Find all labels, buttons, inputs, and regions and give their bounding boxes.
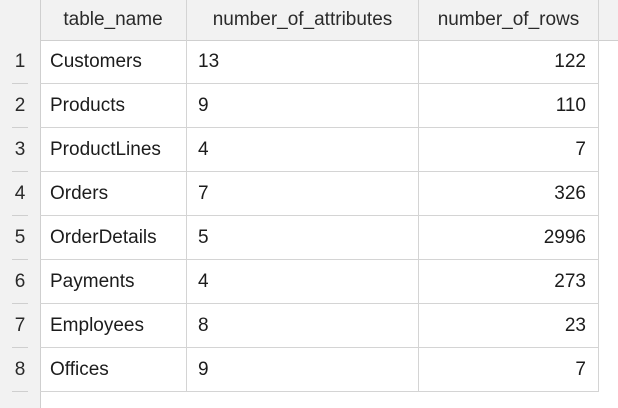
cell-table-name[interactable]: Employees — [40, 304, 187, 348]
table-row[interactable]: Payments 4 273 — [40, 260, 599, 304]
gutter-divider — [12, 215, 28, 216]
row-number[interactable]: 8 — [14, 359, 26, 380]
cell-number-of-attributes[interactable]: 9 — [187, 348, 419, 392]
column-header-table-name[interactable]: table_name — [40, 0, 187, 40]
table-row[interactable]: Products 9 110 — [40, 84, 599, 128]
gutter-divider — [12, 127, 28, 128]
cell-number-of-attributes[interactable]: 4 — [187, 260, 419, 304]
row-number[interactable]: 3 — [14, 139, 26, 160]
cell-table-name[interactable]: Products — [40, 84, 187, 128]
cell-number-of-rows[interactable]: 23 — [419, 304, 599, 348]
cell-number-of-rows[interactable]: 122 — [419, 40, 599, 84]
gutter-divider — [12, 303, 28, 304]
cell-number-of-rows[interactable]: 7 — [419, 348, 599, 392]
cell-number-of-rows[interactable]: 273 — [419, 260, 599, 304]
cell-table-name[interactable]: Payments — [40, 260, 187, 304]
table-row[interactable]: Employees 8 23 — [40, 304, 599, 348]
cell-number-of-attributes[interactable]: 9 — [187, 84, 419, 128]
cell-number-of-rows[interactable]: 326 — [419, 172, 599, 216]
column-header-number-of-rows[interactable]: number_of_rows — [419, 0, 599, 40]
row-number[interactable]: 6 — [14, 271, 26, 292]
column-header-number-of-attributes[interactable]: number_of_attributes — [187, 0, 419, 40]
cell-table-name[interactable]: ProductLines — [40, 128, 187, 172]
cell-number-of-attributes[interactable]: 8 — [187, 304, 419, 348]
cell-number-of-attributes[interactable]: 13 — [187, 40, 419, 84]
row-number[interactable]: 4 — [14, 183, 26, 204]
row-number[interactable]: 7 — [14, 315, 26, 336]
gutter-divider — [12, 259, 28, 260]
cell-number-of-attributes[interactable]: 4 — [187, 128, 419, 172]
header-row — [0, 0, 618, 41]
cell-table-name[interactable]: Offices — [40, 348, 187, 392]
cell-table-name[interactable]: Orders — [40, 172, 187, 216]
table-row[interactable]: Offices 9 7 — [40, 348, 599, 392]
cell-number-of-attributes[interactable]: 7 — [187, 172, 419, 216]
gutter-divider — [12, 347, 28, 348]
cell-number-of-rows[interactable]: 2996 — [419, 216, 599, 260]
row-number[interactable]: 5 — [14, 227, 26, 248]
cell-number-of-rows[interactable]: 110 — [419, 84, 599, 128]
row-number-gutter — [0, 0, 41, 408]
row-number[interactable]: 2 — [14, 95, 26, 116]
row-number[interactable]: 1 — [14, 51, 26, 72]
cell-number-of-attributes[interactable]: 5 — [187, 216, 419, 260]
table-row[interactable]: Customers 13 122 — [40, 40, 599, 84]
gutter-divider — [12, 83, 28, 84]
table-row[interactable]: Orders 7 326 — [40, 172, 599, 216]
cell-table-name[interactable]: OrderDetails — [40, 216, 187, 260]
cell-table-name[interactable]: Customers — [40, 40, 187, 84]
table-row[interactable]: OrderDetails 5 2996 — [40, 216, 599, 260]
cell-number-of-rows[interactable]: 7 — [419, 128, 599, 172]
gutter-divider — [12, 391, 28, 392]
table-row[interactable]: ProductLines 4 7 — [40, 128, 599, 172]
gutter-divider — [12, 171, 28, 172]
